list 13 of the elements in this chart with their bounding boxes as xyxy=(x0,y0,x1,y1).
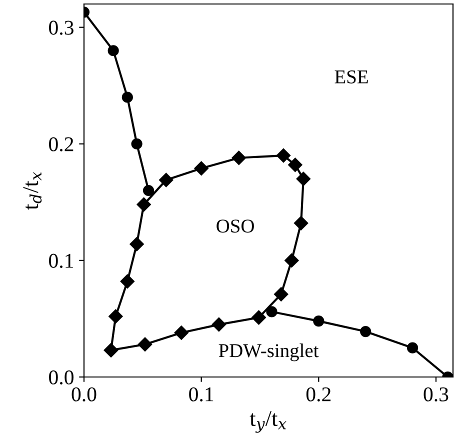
x-tick-label: 0.2 xyxy=(306,387,331,402)
y-tick-label: 0.2 xyxy=(49,137,74,152)
x-tick-label: 0.1 xyxy=(189,387,214,402)
y-axis-title: t$_{d}$/t$_{x}$ xyxy=(23,172,42,210)
x-tick-label: 0.3 xyxy=(424,387,448,402)
x-tick-label: 0.0 xyxy=(72,387,96,402)
y-tick-label: 0.3 xyxy=(49,20,74,35)
annotation: OSO xyxy=(216,220,254,233)
x-axis-title: t$_{y}$/t$_{x}$ xyxy=(250,411,286,433)
annotation: PDW-singlet xyxy=(218,344,319,362)
annotation: ESE xyxy=(334,70,368,84)
y-tick-label: 0.0 xyxy=(49,370,74,385)
y-tick-label: 0.1 xyxy=(49,254,74,268)
